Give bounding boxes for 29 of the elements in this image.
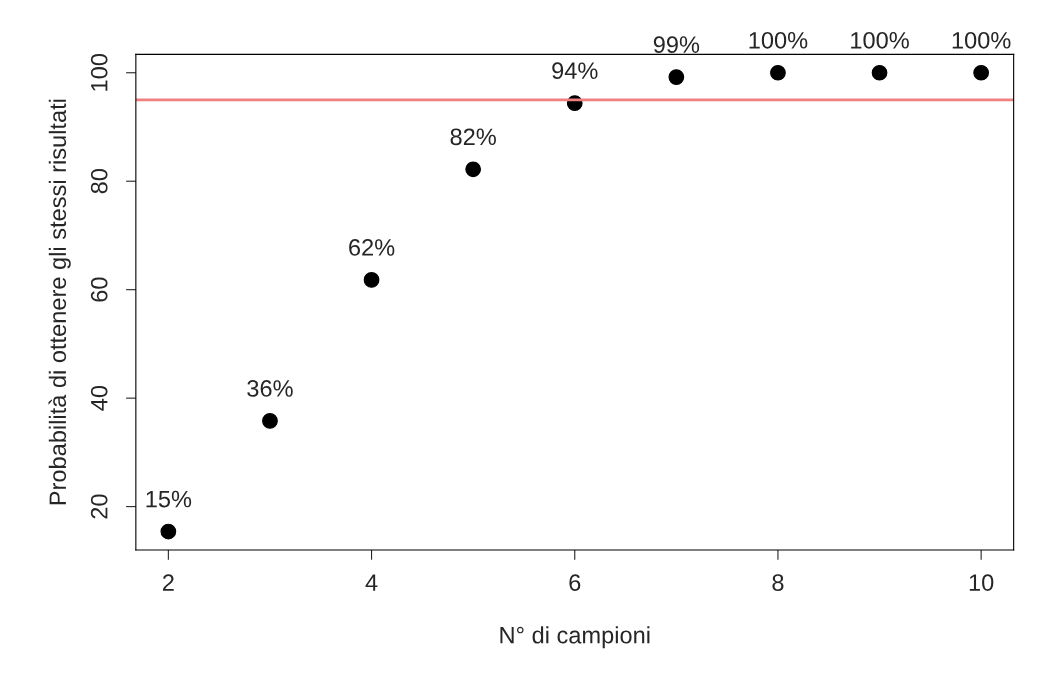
- data-label: 15%: [146, 490, 192, 508]
- point: [973, 64, 990, 81]
- y-tick-label: 80: [90, 169, 108, 194]
- x-tick-label: 4: [365, 574, 378, 591]
- point: [262, 413, 278, 429]
- y-tick-label: 60: [90, 277, 108, 302]
- point: [770, 64, 786, 81]
- data-label: 99%: [653, 36, 700, 53]
- point: [160, 523, 177, 540]
- data-label: 62%: [349, 239, 395, 256]
- point: [668, 69, 685, 85]
- y-tick-label: 100: [90, 53, 108, 91]
- y-tick-label: 40: [90, 385, 108, 411]
- data-label: 100%: [749, 31, 808, 49]
- data-label: 100%: [952, 31, 1011, 49]
- x-tick-label: 2: [162, 574, 174, 591]
- data-label: 82%: [450, 128, 496, 146]
- x-axis-title: N° di campioni: [500, 626, 650, 649]
- y-tick-label: 20: [90, 494, 108, 519]
- data-label: 36%: [247, 380, 293, 397]
- x-tick-label: 10: [969, 574, 994, 591]
- data-label: 94%: [552, 62, 598, 80]
- x-tick-label: 6: [569, 574, 581, 591]
- point: [363, 272, 380, 288]
- x-tick-label: 8: [772, 574, 784, 591]
- data-label: 100%: [851, 31, 909, 49]
- point: [871, 64, 888, 81]
- y-axis-title: Probabilità di ottenere gli stessi risultati: [48, 99, 71, 505]
- point: [465, 161, 482, 178]
